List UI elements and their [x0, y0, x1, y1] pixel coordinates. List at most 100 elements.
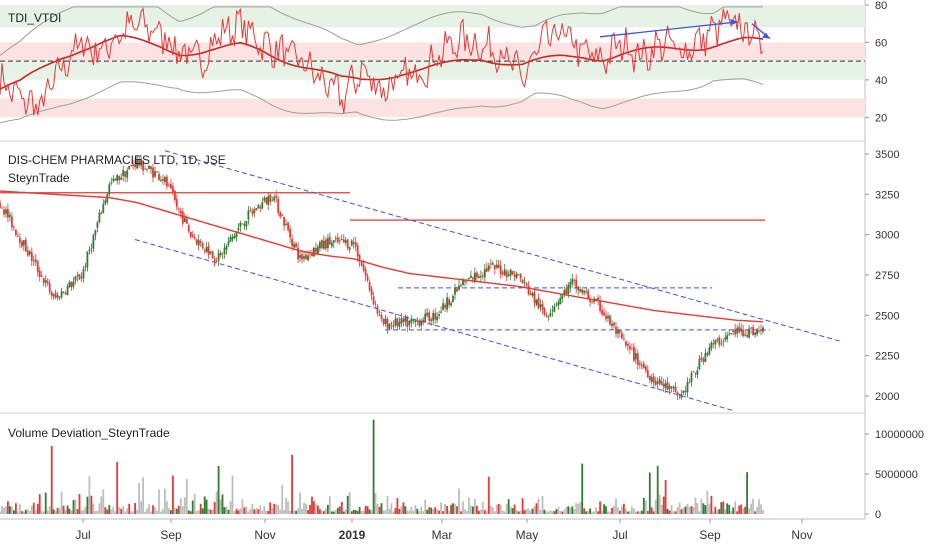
volume-bar — [668, 510, 671, 514]
volume-bar — [609, 511, 611, 514]
volume-bar — [674, 511, 677, 514]
volume-bar — [573, 509, 576, 514]
candle-body — [0, 202, 1, 208]
volume-bar — [211, 509, 214, 514]
volume-bar — [384, 510, 387, 514]
volume-bar — [189, 511, 192, 514]
price-tick-label: 3000 — [875, 230, 899, 242]
volume-bar — [507, 499, 510, 514]
tdi-rsi-line — [0, 7, 764, 116]
tdi-lower-band — [0, 78, 764, 124]
candle-body — [88, 249, 91, 251]
candle-body — [48, 283, 51, 292]
volume-bar — [172, 475, 174, 514]
candle-body — [350, 240, 353, 246]
volume-bar — [623, 503, 625, 514]
candle-body — [577, 286, 580, 291]
candle-body — [138, 159, 140, 166]
candle-body — [378, 314, 381, 316]
candle-body — [706, 353, 709, 355]
volume-bar — [380, 503, 383, 514]
volume-bar — [704, 505, 707, 514]
volume-bar — [156, 510, 158, 514]
candle-body — [273, 197, 276, 201]
volume-bar — [495, 504, 498, 514]
volume-bar — [162, 509, 164, 514]
volume-bar — [9, 506, 11, 514]
candle-body — [223, 247, 226, 254]
volume-bar — [378, 506, 381, 514]
candle-body — [203, 249, 206, 251]
candle-body — [352, 242, 355, 244]
tdi-title: TDI_VTDI — [8, 11, 61, 25]
volume-bar — [394, 508, 397, 514]
volume-bar — [438, 510, 440, 514]
candle-body — [539, 304, 542, 307]
candle-body — [104, 200, 107, 204]
channel-upper-line — [164, 150, 841, 342]
volume-bar — [440, 502, 442, 514]
candle-body — [323, 240, 325, 249]
candle-body — [412, 320, 415, 321]
candle-body — [213, 259, 216, 262]
volume-bar — [356, 510, 359, 514]
volume-bar — [94, 511, 97, 514]
candle-body — [64, 293, 67, 295]
tdi-lines — [0, 6, 771, 124]
candle-body — [754, 332, 756, 335]
volume-bar — [183, 497, 186, 514]
volume-bar — [485, 510, 488, 514]
volume-bar — [607, 511, 609, 514]
candle-body — [501, 272, 504, 275]
volume-bar — [128, 503, 131, 514]
volume-bar — [551, 511, 554, 514]
volume-bar — [358, 506, 361, 514]
candle-body — [408, 321, 411, 326]
volume-tick-label: 10000000 — [875, 429, 924, 441]
candle-body — [611, 323, 613, 326]
volume-bar — [656, 466, 659, 514]
candle-body — [700, 357, 703, 360]
candle-body — [52, 294, 55, 297]
volume-bar — [748, 508, 750, 514]
volume-bar — [50, 446, 53, 514]
candle-body — [732, 330, 735, 332]
candle-body — [535, 299, 538, 305]
candle-body — [183, 218, 186, 222]
volume-bar — [237, 510, 240, 514]
volume-bar — [193, 493, 196, 514]
candle-body — [70, 282, 73, 288]
volume-bar — [676, 507, 679, 514]
volume-bar — [458, 488, 460, 514]
candle-body — [140, 159, 142, 166]
volume-bar — [541, 496, 544, 514]
volume-bar — [561, 511, 564, 514]
candle-body — [338, 240, 341, 242]
x-tick-label: Sep — [160, 528, 182, 542]
volume-bar — [392, 511, 395, 514]
candle-body — [340, 239, 343, 240]
volume-bar — [487, 476, 490, 514]
candle-body — [762, 327, 764, 332]
volume-bar — [338, 506, 341, 514]
volume-bar — [205, 499, 208, 514]
candle-body — [245, 220, 248, 227]
candle-body — [362, 264, 365, 271]
volume-tick-label: 0 — [875, 509, 881, 521]
volume-bar — [257, 509, 260, 514]
candle-body — [309, 253, 311, 255]
volume-bar — [22, 511, 25, 514]
candle-body — [710, 342, 713, 349]
candle-body — [291, 239, 293, 246]
candle-body — [503, 269, 506, 275]
candle-body — [591, 301, 593, 303]
candle-body — [481, 275, 484, 277]
volume-bar — [291, 454, 293, 514]
candle-body — [317, 246, 319, 255]
candle-body — [247, 210, 250, 220]
candle-body — [660, 381, 663, 385]
volume-bar — [327, 504, 329, 514]
volume-bar — [170, 510, 172, 514]
candle-body — [559, 297, 562, 305]
